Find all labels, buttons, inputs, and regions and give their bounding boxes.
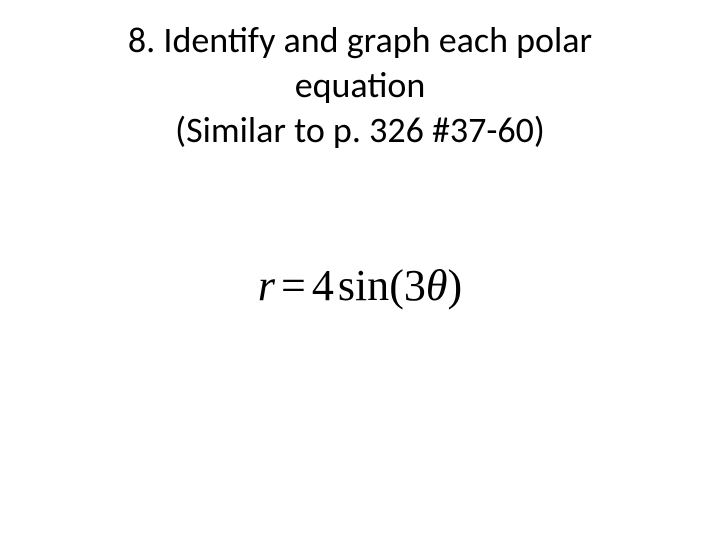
- eq-fn: sin: [334, 261, 389, 310]
- eq-inner-coeff: 3: [404, 261, 426, 310]
- title-line-2: equation: [0, 63, 720, 108]
- polar-equation: r=4sin(3θ): [258, 261, 462, 310]
- eq-close-paren: ): [447, 261, 462, 310]
- title-line-3: (Similar to p. 326 #37-60): [0, 108, 720, 153]
- slide: 8. Identify and graph each polar equatio…: [0, 0, 720, 540]
- equation-block: r=4sin(3θ): [0, 260, 720, 311]
- title-line-1: 8. Identify and graph each polar: [0, 18, 720, 63]
- eq-lhs-var: r: [258, 261, 275, 310]
- slide-title: 8. Identify and graph each polar equatio…: [0, 18, 720, 153]
- eq-equals: =: [275, 261, 312, 310]
- eq-open-paren: (: [389, 261, 404, 310]
- eq-theta: θ: [426, 261, 448, 310]
- eq-coeff: 4: [312, 261, 334, 310]
